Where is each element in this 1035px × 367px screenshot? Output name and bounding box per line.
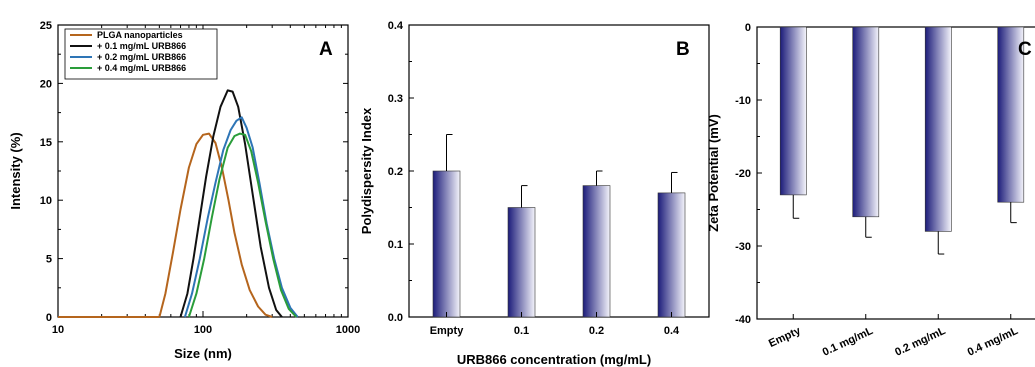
panel-c: 0 -10 -20 -30 -40 Empty 0.1 mg/mL 0.2 mg/mL 0.4… <box>706 22 1035 359</box>
panel-a-x-ticks: 10 100 1000 <box>52 25 360 336</box>
series-line-1 <box>158 132 273 318</box>
x-tick-label: 1000 <box>336 324 360 336</box>
panel-a-legend: PLGA nanoparticles+ 0.1 mg/mL URB866+ 0.… <box>64 28 218 80</box>
x-tick-label: Empty <box>767 324 803 349</box>
panel-c-y-ticks: 0 -10 -20 -30 -40 <box>735 22 762 326</box>
bar <box>507 207 536 318</box>
x-tick-label: Empty <box>430 325 465 337</box>
x-tick-label: 0.4 <box>664 325 680 337</box>
legend-label: + 0.2 mg/mL URB866 <box>97 52 186 62</box>
panel-a: 0 5 10 15 20 25 10 100 1000 A Size (nm) Intensi… <box>8 20 360 361</box>
panel-b-y-ticks: 0.0 0.1 0.2 0.3 0.4 <box>388 20 414 324</box>
y-tick-label: 10 <box>40 195 52 207</box>
y-tick-label: 0 <box>745 22 751 34</box>
y-tick-label: 0.3 <box>388 93 403 105</box>
legend-label: + 0.4 mg/mL URB866 <box>97 63 186 73</box>
panel-c-x-ticks: Empty 0.1 mg/mL 0.2 mg/mL 0.4 mg/mL <box>767 314 1020 359</box>
series-line-4 <box>187 132 298 318</box>
series-line-3 <box>183 116 299 318</box>
panel-a-letter: A <box>319 39 333 60</box>
panel-a-series-lines <box>58 89 299 318</box>
y-tick-label: 20 <box>40 78 52 90</box>
panel-b-x-axis-title: URB866 concentration (mg/mL) <box>457 352 651 367</box>
x-tick-label: 0.4 mg/mL <box>966 325 1021 359</box>
y-tick-label: -20 <box>735 168 751 180</box>
x-tick-label: 10 <box>52 324 64 336</box>
x-tick-label: 100 <box>194 324 212 336</box>
x-tick-label: 0.2 <box>589 325 604 337</box>
legend-label: PLGA nanoparticles <box>97 30 183 40</box>
y-tick-label: 0.1 <box>388 239 403 251</box>
y-tick-label: 15 <box>40 137 52 149</box>
x-tick-label: 0.2 mg/mL <box>893 325 948 359</box>
bar <box>852 26 880 218</box>
panel-a-legend-box <box>64 28 218 80</box>
panel-b: 0.0 0.1 0.2 0.3 0.4 Empty 0.1 0.2 0.4 B URB866 … <box>359 20 710 367</box>
y-tick-label: -40 <box>735 314 751 326</box>
panel-c-letter: C <box>1018 39 1032 60</box>
y-tick-label: 5 <box>46 254 52 266</box>
y-tick-label: 0.4 <box>388 20 404 32</box>
panel-b-bars <box>432 134 686 318</box>
x-tick-label: 0.1 <box>514 325 529 337</box>
panel-b-y-axis-title: Polydispersity Index <box>359 107 374 234</box>
x-tick-label: 0.1 mg/mL <box>821 325 876 359</box>
bar <box>997 26 1025 203</box>
bar <box>432 170 461 318</box>
bar <box>657 192 686 318</box>
panel-c-y-axis-title: Zeta Potential (mV) <box>706 114 721 232</box>
y-tick-label: -10 <box>735 95 751 107</box>
series-line-2 <box>179 89 283 318</box>
panel-b-letter: B <box>676 39 690 60</box>
legend-label: + 0.1 mg/mL URB866 <box>97 41 186 51</box>
bar <box>924 26 952 232</box>
y-tick-label: 0.0 <box>388 312 403 324</box>
panel-b-x-ticks: Empty 0.1 0.2 0.4 <box>430 312 680 337</box>
y-tick-label: -30 <box>735 241 751 253</box>
panel-a-y-ticks: 0 5 10 15 20 25 <box>40 20 348 324</box>
bar <box>582 185 611 318</box>
y-tick-label: 0.2 <box>388 166 403 178</box>
bar <box>779 26 807 196</box>
panel-a-x-axis-title: Size (nm) <box>174 346 232 361</box>
panel-c-bars <box>779 26 1025 255</box>
y-tick-label: 0 <box>46 312 52 324</box>
y-tick-label: 25 <box>40 20 52 32</box>
panel-a-y-axis-title: Intensity (%) <box>8 132 23 209</box>
